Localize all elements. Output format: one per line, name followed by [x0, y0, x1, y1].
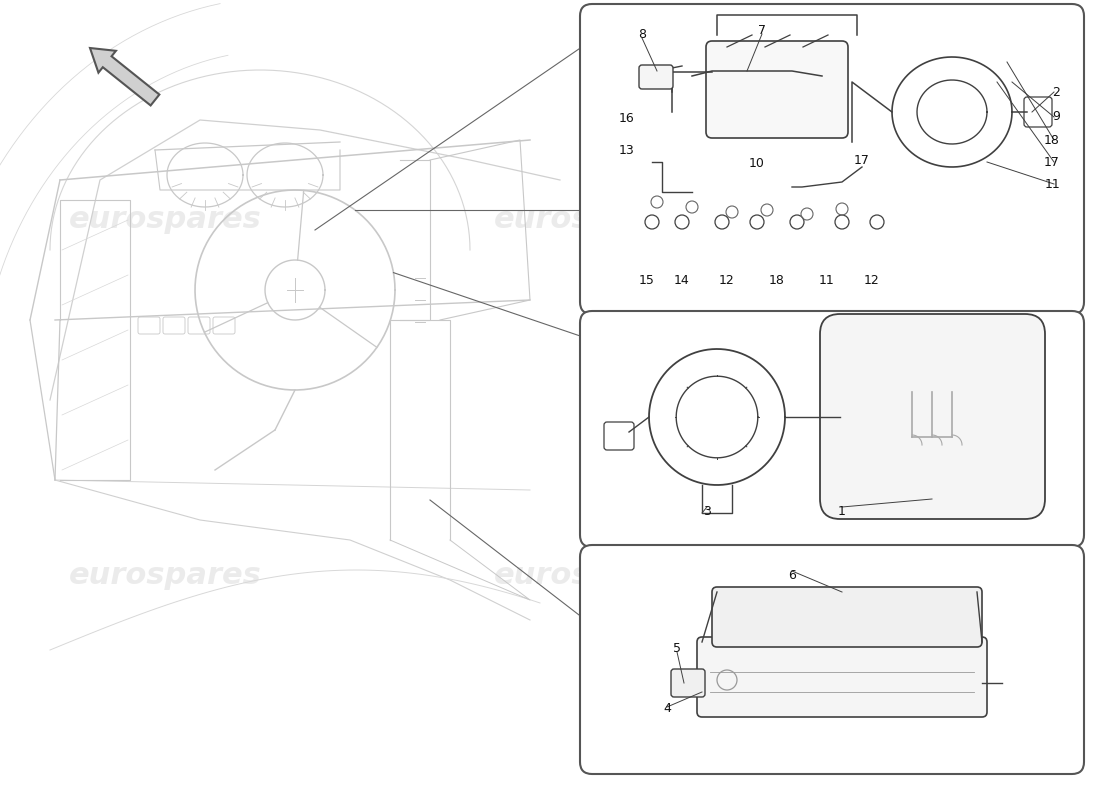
Text: 16: 16	[619, 112, 635, 125]
Text: 8: 8	[638, 28, 646, 41]
FancyBboxPatch shape	[580, 311, 1084, 547]
Text: eurospares: eurospares	[494, 206, 686, 234]
Text: 17: 17	[854, 154, 870, 167]
Text: 15: 15	[639, 274, 654, 287]
Text: 17: 17	[1044, 155, 1060, 169]
Text: 2: 2	[1052, 86, 1060, 98]
Text: eurospares: eurospares	[68, 561, 262, 590]
Text: 13: 13	[619, 144, 635, 157]
Text: eurospares: eurospares	[68, 206, 262, 234]
Text: eurospares: eurospares	[494, 561, 686, 590]
FancyBboxPatch shape	[671, 669, 705, 697]
FancyBboxPatch shape	[706, 41, 848, 138]
FancyBboxPatch shape	[639, 65, 673, 89]
FancyBboxPatch shape	[580, 4, 1084, 314]
Text: 3: 3	[703, 505, 711, 518]
Text: 5: 5	[673, 642, 681, 655]
FancyBboxPatch shape	[580, 545, 1084, 774]
Text: 18: 18	[769, 274, 785, 287]
Text: 11: 11	[820, 274, 835, 287]
FancyBboxPatch shape	[697, 637, 987, 717]
Text: 7: 7	[758, 24, 766, 37]
Text: 9: 9	[1052, 110, 1060, 123]
Text: 4: 4	[663, 702, 671, 715]
FancyBboxPatch shape	[712, 587, 982, 647]
Text: 6: 6	[788, 569, 796, 582]
Text: 1: 1	[838, 505, 846, 518]
FancyBboxPatch shape	[820, 314, 1045, 519]
Text: 10: 10	[749, 157, 764, 170]
Text: 12: 12	[865, 274, 880, 287]
FancyArrow shape	[90, 48, 160, 106]
Text: 11: 11	[1044, 178, 1060, 190]
Text: 12: 12	[719, 274, 735, 287]
Text: 14: 14	[674, 274, 690, 287]
Text: 18: 18	[1044, 134, 1060, 146]
